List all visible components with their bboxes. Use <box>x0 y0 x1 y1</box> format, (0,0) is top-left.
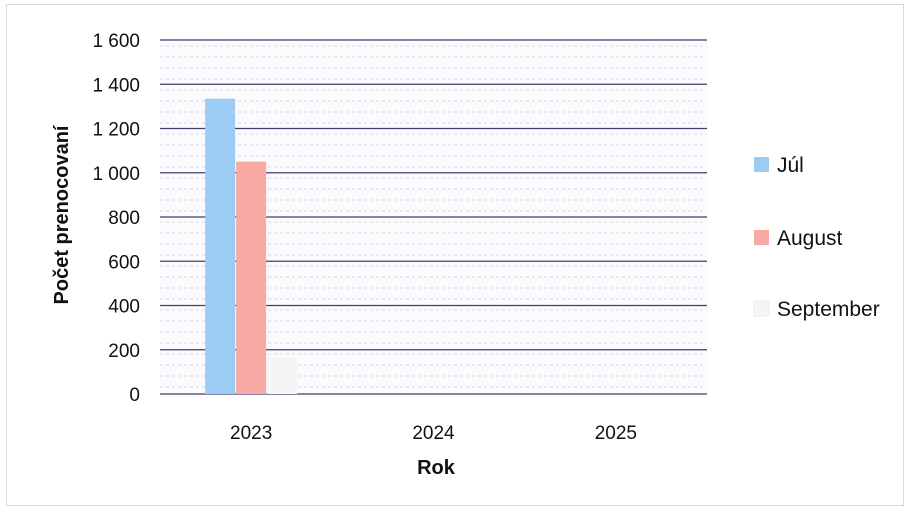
y-tick-label: 0 <box>129 385 140 406</box>
y-axis-title: Počet prenocovaní <box>51 124 73 304</box>
bar-september-2023 <box>267 357 298 394</box>
legend-swatch <box>754 157 769 172</box>
legend-swatch <box>753 300 770 317</box>
y-tick-label: 1 400 <box>92 75 140 96</box>
y-tick-label: 800 <box>108 208 140 229</box>
legend-label: September <box>777 298 880 321</box>
y-tick-label: 600 <box>108 252 140 273</box>
y-tick-label: 200 <box>108 341 140 362</box>
bars <box>205 98 298 394</box>
legend: Júl August September <box>753 154 880 321</box>
x-axis-title: Rok <box>417 457 456 479</box>
y-tick-label: 400 <box>108 297 140 318</box>
y-axis-ticks: 0 200 400 600 800 1 000 1 200 1 400 1 600 <box>92 31 140 406</box>
x-tick-label: 2024 <box>412 423 455 444</box>
y-tick-label: 1 000 <box>92 164 140 185</box>
bar-júl-2023 <box>205 98 236 394</box>
y-tick-label: 1 200 <box>92 120 140 141</box>
legend-label: August <box>777 227 843 250</box>
x-tick-label: 2023 <box>230 423 272 444</box>
legend-swatch <box>754 230 769 245</box>
legend-label: Júl <box>777 154 804 177</box>
x-tick-label: 2025 <box>595 423 637 444</box>
bar-august-2023 <box>236 161 267 394</box>
x-axis-ticks: 2023 2024 2025 <box>230 423 637 444</box>
y-tick-label: 1 600 <box>92 31 140 52</box>
